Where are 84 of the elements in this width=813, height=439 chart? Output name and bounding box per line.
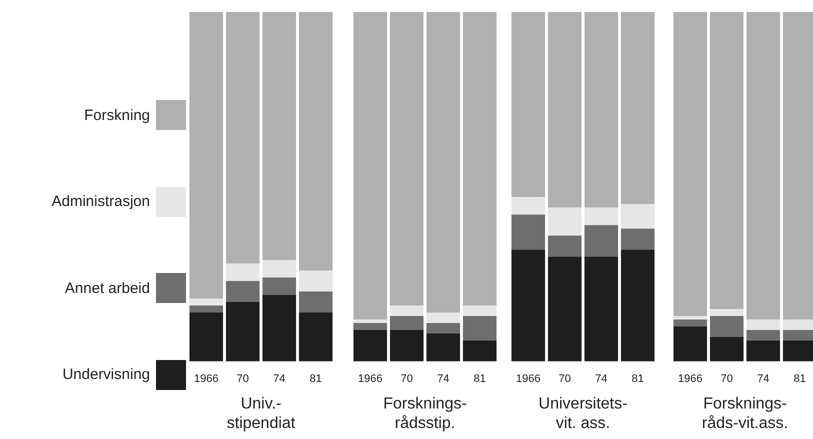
bar [584,256,618,362]
x-tick-label: 74 [273,373,286,386]
bar [462,12,497,306]
x-tick-label: 70 [236,373,249,386]
bar [298,312,333,362]
x-tick-label: 74 [757,373,770,386]
bar [426,322,460,334]
bar [353,12,388,320]
bar [620,204,655,229]
bar [673,319,708,326]
x-tick-label: 74 [595,373,608,386]
bar [673,316,708,320]
bar [426,12,460,312]
bar [262,260,296,278]
legend-label: Administrasjon [52,193,150,210]
bar [226,281,260,302]
bar [620,228,655,250]
bar [548,208,582,236]
bar [746,340,780,362]
x-axis-title: Forsknings- råds-vit.ass. [702,396,788,432]
x-tick-label: 70 [720,373,733,386]
bar [511,214,546,250]
bar [426,333,460,362]
bar [226,264,260,282]
bar [511,250,546,362]
x-tick-label: 81 [632,373,644,386]
x-axis-title: Forsknings- rådsstip. [383,396,467,432]
x-tick-label: 70 [400,373,413,386]
bar [710,12,744,309]
bar [353,330,388,362]
bar [620,12,655,204]
x-tick-label: 81 [474,373,486,386]
bar [584,225,618,257]
x-tick-label: 1966 [678,373,702,386]
bar [710,336,744,362]
bar [511,197,546,215]
bar [710,308,744,316]
x-tick-label: 81 [794,373,806,386]
bar [462,305,497,316]
x-tick-label: 1966 [358,373,382,386]
bar [189,298,224,306]
bar [298,270,333,292]
legend-label: Undervisning [62,366,150,384]
bar [620,250,655,362]
legend-label: Forskning [84,106,150,124]
bar [511,12,546,198]
bar [353,322,388,330]
bar [746,330,780,340]
x-axis-title: Universitets- vit. ass. [538,396,628,432]
bar [390,330,424,362]
bar [262,12,296,260]
bar [710,316,744,337]
x-axis-title: Univ.- stipendiat [226,396,296,432]
bar [189,12,224,299]
bar [584,208,618,226]
bar [262,278,296,296]
bar [390,12,424,306]
bar [189,305,224,312]
x-tick-label: 70 [558,373,571,386]
bar [462,340,497,362]
bar [673,326,708,362]
bar [548,256,582,362]
bar [548,12,582,208]
bar [673,12,708,316]
x-tick-label: 1966 [516,373,540,386]
bar [262,295,296,362]
bar [746,12,780,320]
bar [390,305,424,316]
bar [584,12,618,208]
bar [298,12,333,271]
x-tick-label: 81 [310,373,322,386]
bar [353,319,388,323]
bar [298,292,333,312]
bar [548,236,582,257]
bar [462,316,497,340]
bar [189,312,224,362]
bar [426,312,460,323]
bar [226,12,260,264]
bar [746,319,780,330]
legend-label: Annet arbeid [64,280,150,297]
bar [390,316,424,330]
x-tick-label: 1966 [194,373,218,386]
bar [226,302,260,362]
x-tick-label: 74 [437,373,450,386]
